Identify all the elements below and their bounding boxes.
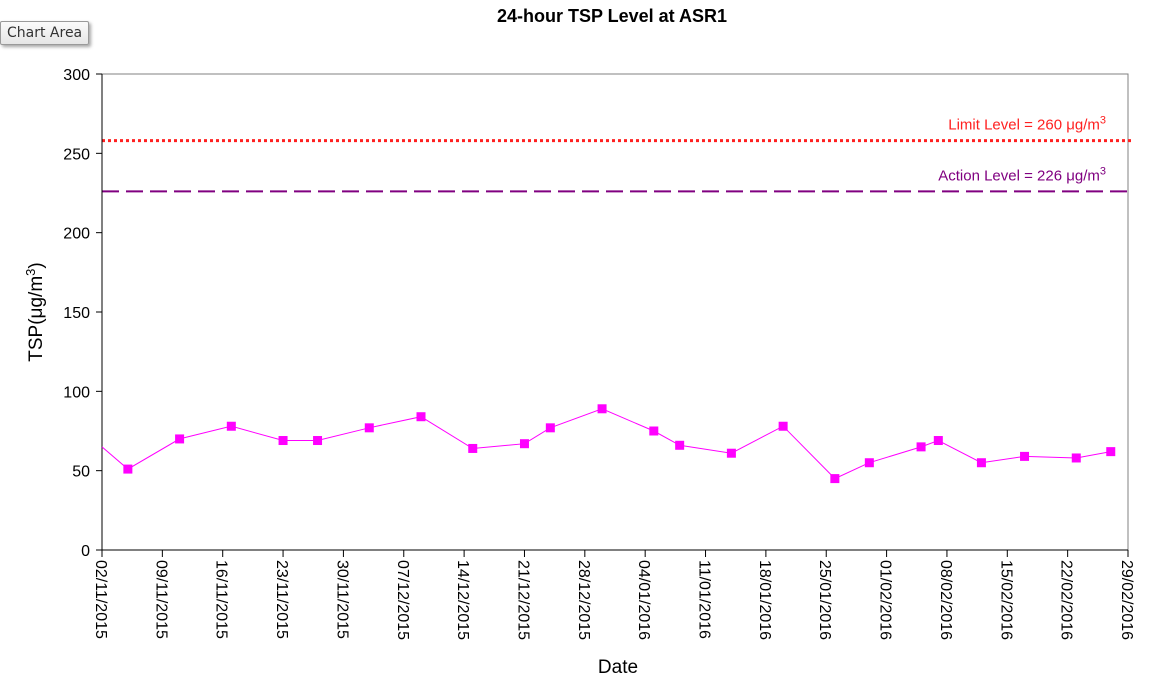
reference-lines: Limit Level = 260 μg/m3 Action Level = 22…: [102, 115, 1132, 193]
data-point: [123, 464, 133, 474]
x-tick-label: 30/11/2015: [333, 560, 350, 639]
data-point: [675, 440, 685, 450]
x-tick-label: 07/12/2015: [394, 560, 411, 640]
data-point: [278, 436, 288, 446]
y-tick-label: 0: [81, 543, 90, 560]
data-point: [313, 436, 323, 446]
data-point: [933, 436, 943, 446]
reference-line-label: Action Level = 226 μg/m3: [938, 165, 1106, 184]
x-tick-label: 14/12/2015: [454, 560, 471, 640]
y-tick-label: 250: [63, 146, 90, 163]
data-point: [976, 458, 986, 468]
x-tick-label: 22/02/2016: [1058, 560, 1075, 640]
data-point: [175, 434, 185, 444]
x-tick-label: 21/12/2015: [514, 560, 531, 640]
chart-title: 24-hour TSP Level at ASR1: [497, 6, 727, 26]
chart-area-tag[interactable]: Chart Area: [0, 21, 90, 45]
series-layer: [101, 404, 1116, 484]
y-tick-label: 100: [63, 384, 90, 401]
x-tick-label: 11/01/2016: [696, 560, 713, 639]
data-point: [226, 421, 236, 431]
y-tick-label: 300: [63, 67, 90, 84]
data-point: [649, 426, 659, 436]
axes: 0 50 100 150 200 250 300 02/11/2015 09/11/2015 16…: [63, 67, 1135, 640]
data-point: [545, 423, 555, 433]
x-tick-label: 25/01/2016: [816, 560, 833, 640]
y-tick-label: 150: [63, 305, 90, 322]
data-point: [726, 448, 736, 458]
x-tick-label: 04/01/2016: [635, 560, 652, 640]
data-point: [916, 442, 926, 452]
data-point: [1106, 447, 1116, 457]
x-tick-label: 18/01/2016: [756, 560, 773, 640]
reference-line-label: Limit Level = 260 μg/m3: [948, 115, 1106, 134]
data-point: [864, 458, 874, 468]
series-line: [101, 408, 1111, 480]
data-point: [519, 439, 529, 449]
x-tick-label: 29/02/2016: [1118, 560, 1135, 640]
data-point: [830, 474, 840, 484]
x-tick-label: 28/12/2015: [575, 560, 592, 640]
x-tick-label: 09/11/2015: [152, 560, 169, 639]
data-point: [597, 404, 607, 414]
x-tick-label: 16/11/2015: [213, 560, 230, 639]
x-axis-title: Date: [598, 657, 638, 678]
data-point: [416, 412, 426, 422]
x-tick-label: 23/11/2015: [273, 560, 290, 639]
data-point: [364, 423, 374, 433]
y-tick-label: 50: [72, 464, 90, 481]
y-axis-title: TSP(μg/m3): [23, 262, 47, 361]
data-point: [1020, 451, 1030, 461]
x-tick-label: 15/02/2016: [997, 560, 1014, 640]
data-point: [778, 421, 788, 431]
data-point: [468, 443, 478, 453]
x-tick-label: 01/02/2016: [877, 560, 894, 640]
x-tick-label: 02/11/2015: [92, 560, 109, 639]
x-tick-label: 08/02/2016: [937, 560, 954, 640]
data-point: [1071, 453, 1081, 463]
y-tick-label: 200: [63, 226, 90, 243]
plot-area: [101, 73, 1129, 551]
